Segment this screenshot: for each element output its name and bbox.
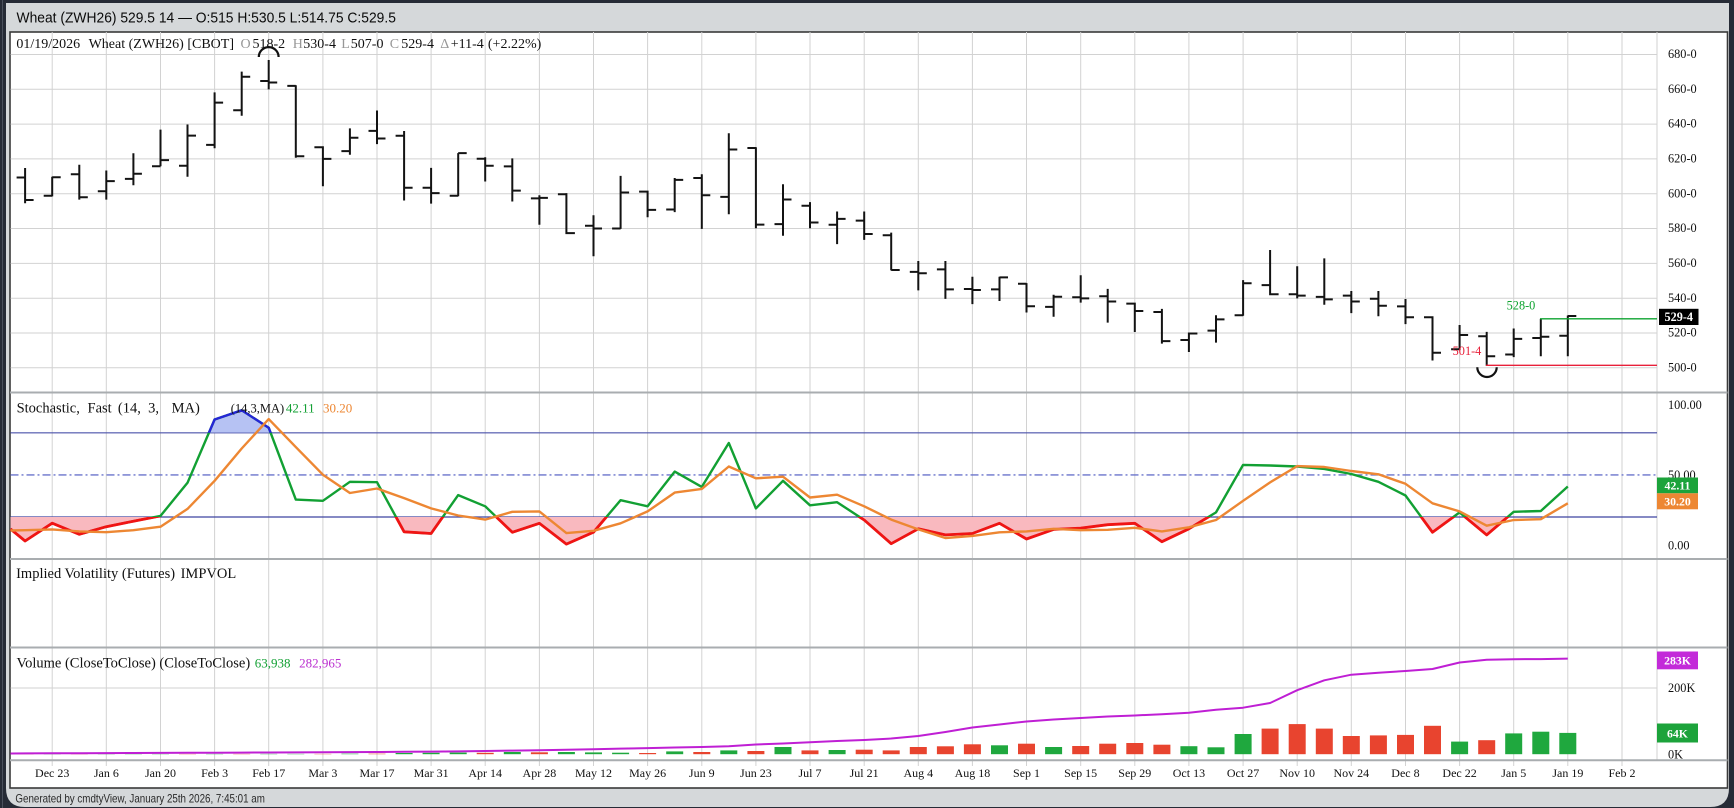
svg-text:Stochastic,: Stochastic, [17,401,80,417]
svg-text:May 26: May 26 [629,766,666,780]
svg-text:501-4: 501-4 [1453,344,1482,358]
svg-text:(+2.22%): (+2.22%) [488,37,542,52]
svg-text:Oct 13: Oct 13 [1173,766,1205,780]
svg-text:Δ: Δ [440,37,449,52]
svg-text:Jun 23: Jun 23 [740,766,772,780]
svg-text:Jul 7: Jul 7 [799,766,822,780]
svg-text:580-0: 580-0 [1668,221,1697,235]
svg-text:May 12: May 12 [575,766,612,780]
svg-text:200K: 200K [1668,681,1695,695]
svg-text:64K: 64K [1667,726,1689,740]
svg-text:Wheat (ZWH26) [CBOT]: Wheat (ZWH26) [CBOT] [89,37,234,52]
svg-text:42.11: 42.11 [286,401,315,416]
svg-text:Apr 14: Apr 14 [468,766,502,780]
svg-text:(14,: (14, [118,401,141,417]
svg-text:Jan 19: Jan 19 [1552,766,1583,780]
svg-text:42.11: 42.11 [1665,479,1691,493]
svg-text:507-0: 507-0 [351,37,384,52]
svg-text:H: H [293,37,303,52]
svg-text:O: O [241,37,251,52]
svg-text:0.00: 0.00 [1668,538,1690,552]
svg-text:Implied Volatility (Futures): Implied Volatility (Futures) [16,566,175,582]
svg-text:Nov 10: Nov 10 [1279,766,1315,780]
svg-text:100.00: 100.00 [1668,398,1702,412]
svg-text:Dec 8: Dec 8 [1391,766,1419,780]
svg-text:Sep 29: Sep 29 [1118,766,1151,780]
svg-text:Oct 27: Oct 27 [1227,766,1259,780]
svg-text:Wheat (ZWH26) 529.5 14 — O:515: Wheat (ZWH26) 529.5 14 — O:515 H:530.5 L… [17,10,396,26]
svg-text:529-4: 529-4 [401,37,434,52]
svg-text:Jun 9: Jun 9 [689,766,715,780]
svg-text:283K: 283K [1664,654,1692,668]
svg-text:(14,3,MA): (14,3,MA) [231,402,284,416]
svg-text:Jan 5: Jan 5 [1501,766,1526,780]
svg-text:Mar 17: Mar 17 [359,766,394,780]
svg-text:Dec 23: Dec 23 [35,766,69,780]
svg-text:Jan 6: Jan 6 [94,766,119,780]
svg-text:Mar 3: Mar 3 [308,766,337,780]
svg-text:0K: 0K [1668,747,1683,761]
svg-text:IMPVOL: IMPVOL [181,566,237,582]
svg-text:63,938: 63,938 [255,656,291,671]
svg-text:Aug 4: Aug 4 [903,766,933,780]
svg-text:Dec 22: Dec 22 [1442,766,1476,780]
svg-text:Mar 31: Mar 31 [414,766,449,780]
svg-text:680-0: 680-0 [1668,47,1697,61]
svg-text:Generated by cmdtyView, Januar: Generated by cmdtyView, January 25th 202… [15,791,265,805]
svg-text:Sep 15: Sep 15 [1064,766,1097,780]
svg-text:600-0: 600-0 [1668,186,1697,200]
svg-text:01/19/2026: 01/19/2026 [16,37,80,52]
svg-text:282,965: 282,965 [299,656,341,671]
svg-text:518-2: 518-2 [253,37,286,52]
svg-text:MA): MA) [172,401,200,417]
svg-text:+11-4: +11-4 [451,37,484,52]
svg-text:530-4: 530-4 [303,37,336,52]
svg-text:620-0: 620-0 [1668,152,1697,166]
svg-text:Jan 20: Jan 20 [145,766,176,780]
svg-text:Fast: Fast [88,401,112,417]
svg-text:3,: 3, [148,401,159,417]
svg-text:560-0: 560-0 [1668,256,1697,270]
svg-text:30.20: 30.20 [1664,495,1691,509]
svg-text:528-0: 528-0 [1507,299,1536,313]
svg-text:30.20: 30.20 [323,401,352,416]
svg-text:Feb 3: Feb 3 [201,766,228,780]
svg-text:660-0: 660-0 [1668,82,1697,96]
svg-text:Jul 21: Jul 21 [850,766,879,780]
svg-text:500-0: 500-0 [1668,360,1697,374]
svg-text:Sep 1: Sep 1 [1013,766,1040,780]
svg-text:520-0: 520-0 [1668,326,1697,340]
svg-text:(CloseToClose): (CloseToClose) [159,656,250,672]
svg-text:L: L [341,37,350,52]
svg-text:640-0: 640-0 [1668,117,1697,131]
svg-text:Volume (CloseToClose): Volume (CloseToClose) [17,656,156,672]
svg-text:Feb 17: Feb 17 [252,766,285,780]
svg-text:C: C [390,37,399,52]
svg-text:540-0: 540-0 [1668,291,1697,305]
svg-text:529-4: 529-4 [1665,310,1693,324]
svg-text:Nov 24: Nov 24 [1333,766,1369,780]
svg-text:Feb 2: Feb 2 [1608,766,1635,780]
svg-text:Apr 28: Apr 28 [523,766,557,780]
svg-text:Aug 18: Aug 18 [955,766,991,780]
